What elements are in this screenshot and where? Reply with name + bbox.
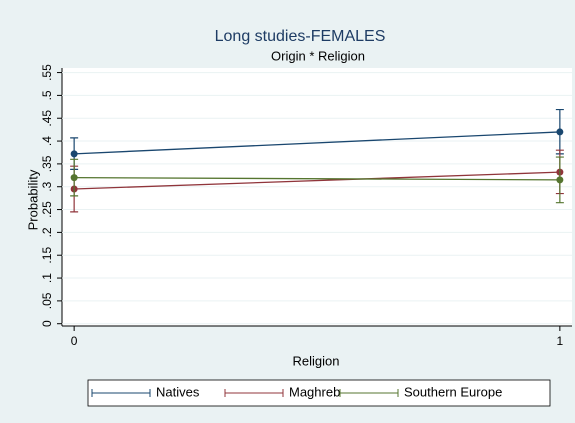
- x-tick-label: 0: [71, 334, 78, 348]
- legend-label: Natives: [156, 384, 200, 399]
- y-tick-label: 0: [40, 320, 54, 327]
- y-tick-label: .15: [40, 247, 54, 264]
- chart-title: Long studies-FEMALES: [215, 28, 386, 45]
- x-axis-label: Religion: [293, 353, 340, 368]
- point: [70, 150, 78, 158]
- legend-label: Maghreb: [289, 384, 340, 399]
- legend-label: Southern Europe: [404, 384, 502, 399]
- point: [556, 176, 564, 184]
- y-tick-label: .3: [40, 181, 54, 191]
- x-tick-label: 1: [557, 334, 564, 348]
- y-tick-label: .25: [40, 201, 54, 218]
- y-tick-label: .2: [40, 227, 54, 237]
- y-tick-label: .45: [40, 110, 54, 127]
- point: [556, 128, 564, 136]
- y-tick-label: .1: [40, 273, 54, 283]
- legend-swatch: [224, 389, 284, 397]
- series-line: [74, 171, 560, 190]
- plot-area: [62, 68, 572, 326]
- legend-swatch: [91, 389, 151, 397]
- y-tick-label: .35: [40, 155, 54, 172]
- series-line: [74, 176, 560, 181]
- point: [70, 174, 78, 182]
- legend-swatch: [339, 389, 399, 397]
- chart-subtitle: Origin * Religion: [271, 48, 365, 63]
- y-tick-label: .4: [40, 136, 54, 146]
- series-line: [74, 131, 560, 155]
- y-axis-label: Probability: [25, 169, 40, 230]
- y-tick-label: .05: [40, 292, 54, 309]
- legend: [87, 379, 551, 407]
- y-tick-label: .55: [40, 64, 54, 81]
- y-tick-label: .5: [40, 90, 54, 100]
